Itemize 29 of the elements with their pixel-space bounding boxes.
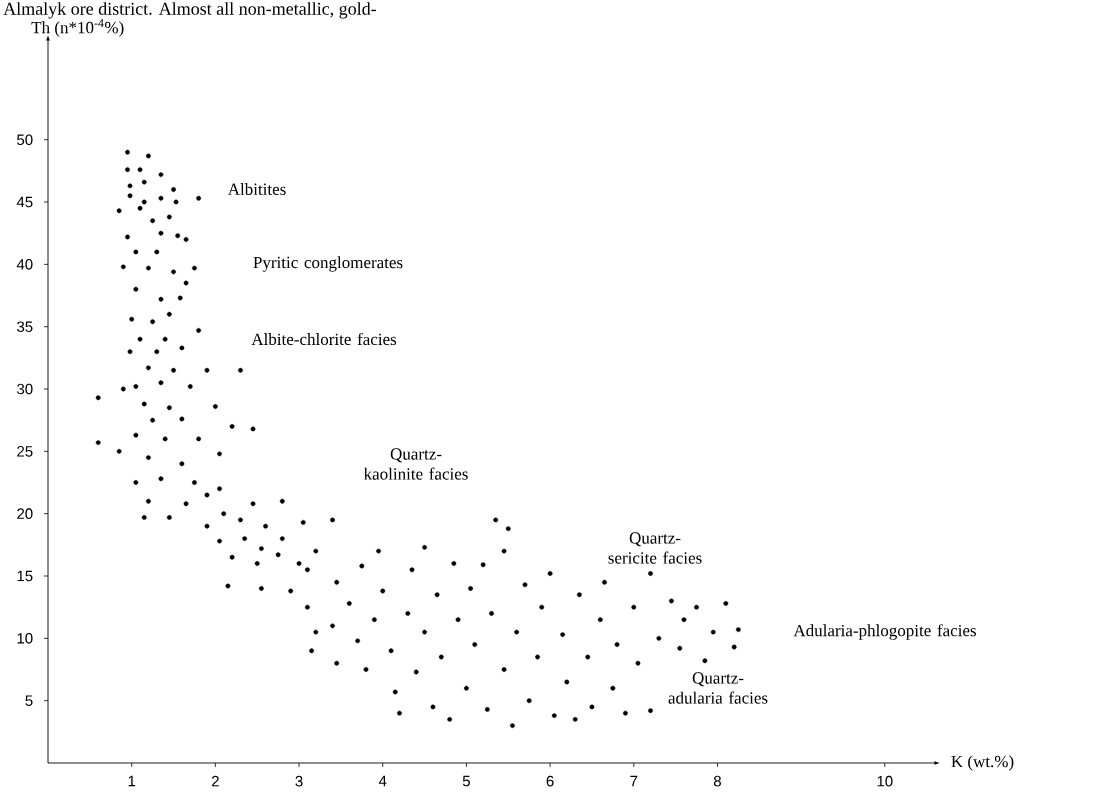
- x-axis-title: K (wt.%): [951, 755, 1014, 771]
- y-tick-label: 15: [17, 570, 33, 582]
- annotation: Quartz-sericite facies: [608, 532, 702, 564]
- annotation: Pyritic conglomerates: [253, 256, 403, 272]
- x-tick-label: 2: [211, 775, 219, 787]
- y-tick-label: 45: [16, 196, 33, 208]
- annotation: Quartz-adularia facies: [668, 672, 768, 704]
- y-tick-label: 20: [17, 508, 33, 519]
- x-tick-label: 10: [877, 775, 893, 787]
- x-tick-label: 7: [630, 775, 638, 787]
- x-tick-label: 8: [713, 775, 721, 787]
- text: Almalyk ore district. Almost all non-metallic, gold-: [3, 2, 377, 19]
- x-tick-label: 1: [128, 775, 136, 787]
- annotation: Quartz-kaolinite facies: [363, 448, 468, 480]
- y-tick-label: 30: [17, 383, 33, 395]
- y-tick-label: 35: [17, 321, 33, 332]
- annotation: Albitites: [227, 182, 286, 195]
- y-tick-label: 40: [16, 259, 33, 270]
- y-tick-label: 5: [25, 695, 33, 706]
- y-axis-title: Th (n*10$^{-4}$%): [31, 19, 124, 37]
- annotation: Albite-chlorite facies: [251, 332, 397, 345]
- x-tick-label: 3: [295, 775, 303, 787]
- annotation: Adularia-phlogopite facies: [793, 624, 976, 640]
- y-tick-label: 10: [17, 632, 33, 644]
- y-tick-label: 25: [17, 445, 33, 457]
- x-tick-label: 4: [378, 775, 387, 787]
- x-tick-label: 6: [546, 775, 554, 787]
- x-tick-label: 5: [462, 775, 470, 787]
- y-tick-label: 50: [17, 134, 33, 145]
